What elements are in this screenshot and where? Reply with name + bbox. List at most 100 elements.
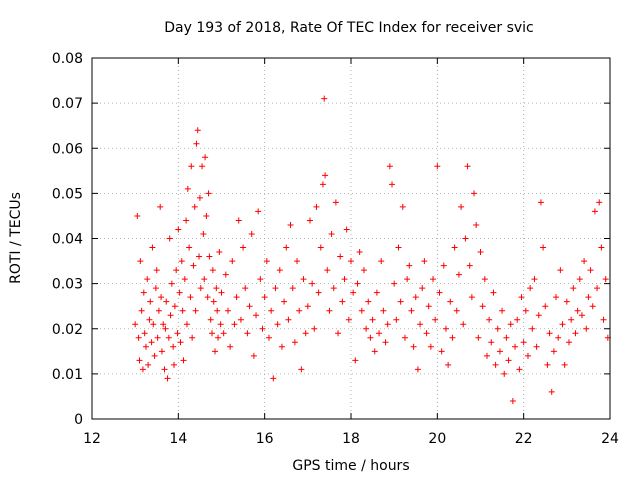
data-point [341,276,348,283]
data-point [445,361,452,368]
data-point [162,325,169,332]
data-point [210,298,217,305]
data-point [190,262,197,269]
y-axis-label: ROTI / TECUs [8,192,24,284]
data-point [324,267,331,274]
data-point [259,325,266,332]
y-tick-label: 0.04 [52,232,83,248]
data-point [576,276,583,283]
data-point [602,276,609,283]
data-point [462,235,469,242]
data-point [399,203,406,210]
data-point [544,361,551,368]
data-point [298,366,305,373]
tick-layer: 0 0.01 0.02 0.03 0.04 0.05 0.06 0.07 0.08 12 14 16 1… [52,51,619,447]
data-point [193,140,200,147]
data-point [486,316,493,323]
x-tick-label: 16 [256,431,274,447]
data-point [207,316,214,323]
data-point [134,212,141,219]
data-point [447,298,454,305]
data-point [155,307,162,314]
data-point [283,244,290,251]
data-point [425,303,432,310]
data-point [535,312,542,319]
data-point [263,258,270,265]
data-point [311,325,318,332]
data-point [542,303,549,310]
data-point [304,303,311,310]
data-point [173,267,180,274]
data-point [438,348,445,355]
data-point [175,226,182,233]
data-point [212,348,219,355]
data-point [568,316,575,323]
data-point [240,244,247,251]
data-point [302,330,309,337]
data-point [332,199,339,206]
data-point [522,307,529,314]
data-point [354,280,361,287]
data-point [516,366,523,373]
data-point [572,330,579,337]
data-point [187,294,194,301]
data-point [196,194,203,201]
data-point [209,330,216,337]
data-point [291,339,298,346]
data-point [417,321,424,328]
data-point [468,294,475,301]
data-point [246,303,253,310]
data-point [157,203,164,210]
data-point [594,285,601,292]
data-point [224,307,231,314]
data-point [237,316,244,323]
data-point [389,181,396,188]
data-point [382,339,389,346]
data-point [328,230,335,237]
data-point [380,307,387,314]
data-point [321,95,328,102]
data-point [248,230,255,237]
data-point [287,221,294,228]
data-point [406,262,413,269]
data-point [165,334,172,341]
data-point [220,330,227,337]
data-point [401,334,408,341]
data-point [213,285,220,292]
data-point [214,307,221,314]
data-point [183,321,190,328]
x-tick-label: 20 [428,431,446,447]
data-point [423,330,430,337]
data-point [160,321,167,328]
data-point [490,289,497,296]
data-point [144,276,151,283]
data-point [209,267,216,274]
data-point [553,294,560,301]
chart-title: Day 193 of 2018, Rate Of TEC Index for r… [164,20,534,36]
data-point [365,298,372,305]
data-point [578,312,585,319]
data-point [149,244,156,251]
data-point [434,163,441,170]
data-point [194,127,201,134]
y-tick-label: 0.06 [52,141,83,157]
data-point [261,294,268,301]
data-point [151,352,158,359]
data-point [581,258,588,265]
data-point [524,352,531,359]
data-point [231,321,238,328]
data-point [166,235,173,242]
data-point [317,244,324,251]
x-tick-label: 22 [515,431,533,447]
data-point [218,289,225,296]
data-point [589,303,596,310]
data-point [518,294,525,301]
data-point [192,307,199,314]
data-point [145,361,152,368]
data-point [449,334,456,341]
data-point [276,267,283,274]
data-point [509,397,516,404]
data-point [442,325,449,332]
data-point [391,280,398,287]
data-point [326,307,333,314]
